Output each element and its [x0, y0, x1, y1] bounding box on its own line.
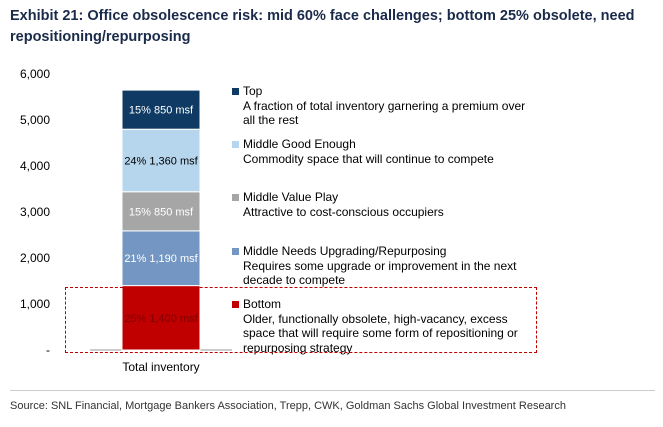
source-note: Source: SNL Financial, Mortgage Bankers … — [10, 400, 566, 412]
y-tick-label: 5,000 — [20, 113, 50, 127]
bottom-highlight-box — [65, 287, 537, 353]
legend-description: Requires some upgrade or improvement in … — [243, 258, 517, 288]
legend-description: A fraction of total inventory garnering … — [243, 98, 526, 128]
source-divider — [10, 390, 655, 391]
legend-item: Bottom Older, functionally obsolete, high… — [232, 297, 532, 355]
legend-swatch — [232, 193, 239, 201]
bar-data-label: 15% 850 msf — [129, 105, 194, 117]
y-tick-label: 1,000 — [20, 297, 50, 311]
legend-description: Commodity space that will continue to co… — [243, 151, 494, 166]
y-axis: - 1,000 2,000 3,000 4,000 5,000 6,000 — [20, 67, 232, 357]
legend-item: Middle Good Enough Commodity space that w… — [232, 137, 532, 166]
legend-series-name: Bottom — [243, 297, 282, 311]
y-tick-label: 4,000 — [20, 159, 50, 173]
y-tick-label: 3,000 — [20, 205, 50, 219]
legend-series-name: Middle Needs Upgrading/Repurposing — [243, 244, 447, 258]
legend-description: Attractive to cost-conscious occupiers — [243, 204, 444, 219]
legend-description: Older, functionally obsolete, high-vacan… — [243, 311, 518, 355]
legend-item: Middle Needs Upgrading/Repurposing Requir… — [232, 244, 532, 288]
chart-title: Exhibit 21: Office obsolescence risk: mi… — [10, 8, 635, 45]
legend-series-name: Middle Good Enough — [243, 137, 356, 151]
bar-segment — [121, 89, 201, 130]
legend-swatch — [232, 87, 239, 95]
legend-series-name: Middle Value Play — [243, 190, 339, 204]
bar-data-label: 24% 1,360 msf — [124, 155, 198, 167]
y-tick-label: 2,000 — [20, 251, 50, 265]
y-tick-label: - — [46, 343, 50, 357]
legend-item: Top A fraction of total inventory garneri… — [232, 84, 532, 128]
legend-swatch — [232, 247, 239, 255]
legend-swatch — [232, 300, 239, 308]
legend-series-name: Top — [243, 84, 263, 98]
y-tick-label: 6,000 — [20, 67, 50, 81]
bar-segment — [121, 285, 201, 351]
bar-data-label: 15% 850 msf — [129, 206, 194, 218]
legend-swatch — [232, 140, 239, 148]
legend-item: Middle Value Play Attractive to cost-cons… — [232, 190, 532, 219]
bar-data-label: 21% 1,190 msf — [124, 253, 198, 265]
x-category-label: Total inventory — [122, 360, 199, 374]
bar-data-label: 25% 1,400 msf — [124, 313, 198, 325]
stacked-bars: 25% 1,400 msf 21% 1,190 msf 15% 850 msf 24%… — [121, 89, 201, 351]
